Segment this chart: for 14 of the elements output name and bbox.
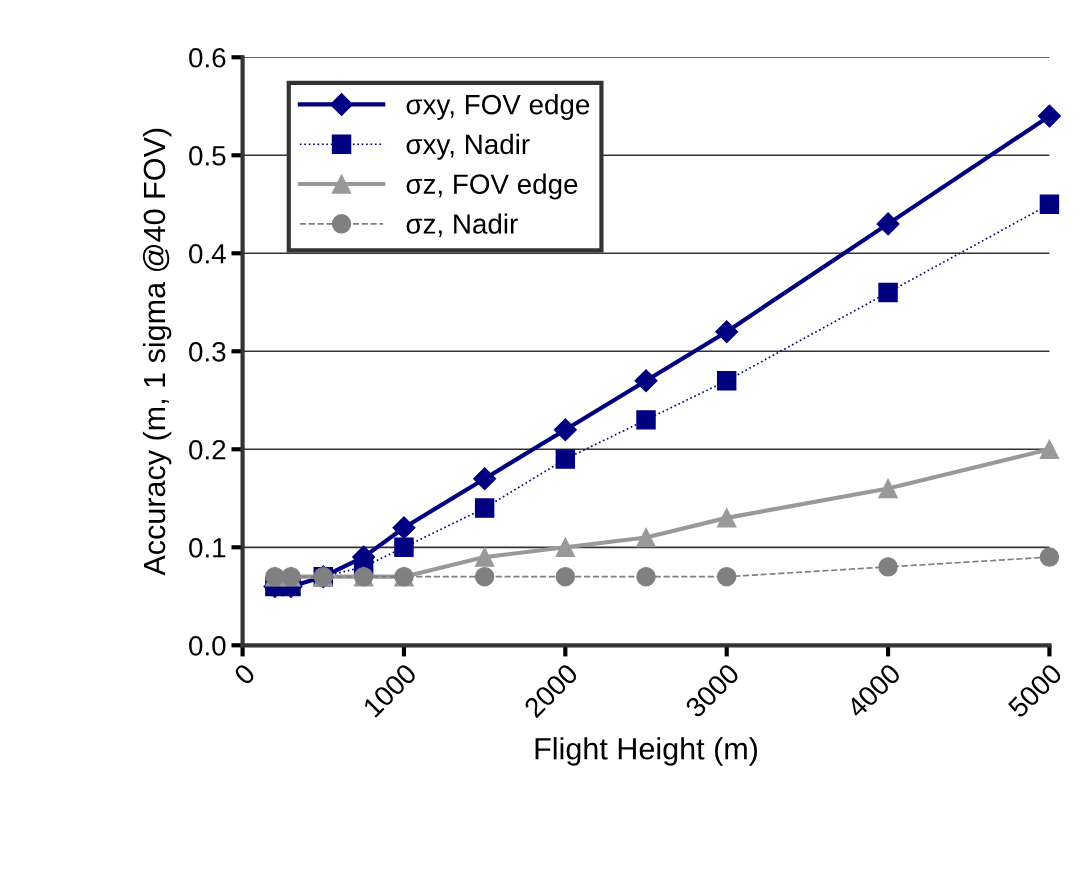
y-axis-title: Accuracy (m, 1 sigma @40 FOV)	[142, 128, 172, 576]
legend-label: σz, Nadir	[406, 213, 518, 238]
legend-label: σxy, FOV edge	[406, 94, 590, 120]
y-tick-label: 0.6	[189, 47, 226, 68]
legend-label: σxy, Nadir	[406, 133, 530, 160]
legend-label: σz, FOV edge	[406, 173, 578, 200]
y-tick-label: 0.5	[189, 145, 226, 166]
y-tick-label: 0.0	[189, 635, 226, 656]
y-tick-label: 0.4	[189, 243, 226, 264]
x-axis-title: Flight Height (m)	[535, 737, 758, 766]
y-tick-label: 0.2	[189, 439, 226, 460]
x-tick-label: 0	[232, 662, 257, 686]
y-tick-label: 0.1	[189, 537, 226, 558]
y-tick-label: 0.3	[189, 341, 226, 362]
